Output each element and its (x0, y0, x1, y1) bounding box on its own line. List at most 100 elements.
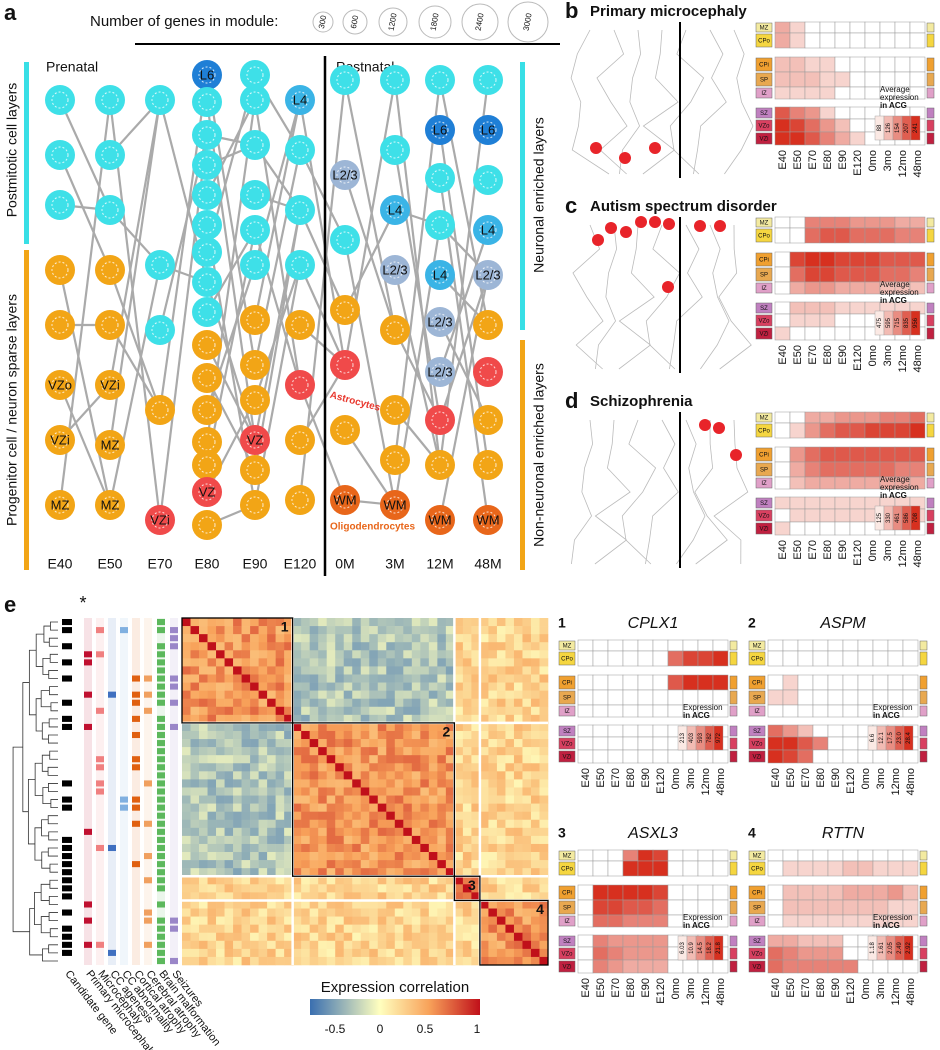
correlation-cell (462, 924, 472, 934)
correlation-cell (258, 948, 268, 958)
correlation-cell (488, 884, 498, 893)
correlation-cell (326, 843, 336, 853)
correlation-cell (394, 658, 404, 667)
correlation-cell (284, 722, 293, 732)
correlation-cell (377, 722, 387, 732)
correlation-cell (377, 819, 387, 829)
module-node (192, 477, 222, 507)
annotation-mark (157, 877, 165, 884)
heat-cell (782, 914, 799, 928)
correlation-cell (326, 674, 336, 683)
correlation-cell (292, 876, 302, 885)
correlation-cell (360, 730, 370, 740)
correlation-cell (530, 876, 540, 885)
correlation-cell (258, 835, 268, 845)
heat-cell (887, 959, 904, 974)
correlation-cell (250, 795, 259, 804)
correlation-cell (513, 666, 523, 675)
heat-cell (774, 21, 791, 34)
correlation-cell (343, 956, 353, 966)
correlation-cell (352, 843, 362, 853)
heat-cell (842, 689, 859, 706)
correlation-cell (420, 819, 430, 829)
module-node-inner (336, 356, 354, 374)
module-node-inner (336, 491, 354, 509)
heat-cell (819, 32, 836, 49)
correlation-cell (369, 634, 379, 643)
module-node-inner (431, 216, 449, 234)
correlation-cell (403, 658, 413, 667)
gene-dot (619, 152, 631, 164)
correlation-cell (462, 706, 472, 716)
correlation-cell (539, 811, 549, 821)
correlation-cell (471, 779, 481, 788)
correlation-cell (335, 771, 345, 780)
row-layer-box (729, 935, 738, 947)
stage-label: 48M (474, 556, 501, 572)
correlation-cell (207, 642, 217, 651)
correlation-cell (284, 940, 293, 950)
correlation-cell (488, 892, 498, 901)
heat-cell (804, 118, 821, 133)
correlation-cell (233, 827, 242, 837)
correlation-cell (513, 771, 523, 780)
correlation-cell (267, 892, 276, 901)
correlation-cell (275, 892, 285, 901)
row-label-box (755, 522, 773, 535)
heat-cell (667, 914, 684, 928)
annotation-mark (120, 796, 128, 803)
correlation-cell (241, 747, 251, 756)
heat-cell (774, 118, 791, 133)
correlation-cell (403, 795, 413, 804)
heat-cell (667, 639, 684, 652)
correlation-cell (258, 730, 268, 740)
trajectory-line (298, 264, 347, 366)
correlation-cell (386, 892, 396, 901)
correlation-cell (488, 876, 498, 885)
correlation-cell (241, 819, 251, 829)
module-node (192, 237, 222, 267)
correlation-cell (309, 852, 319, 861)
correlation-cell (377, 747, 387, 756)
correlation-cell (403, 698, 413, 708)
correlation-cell (284, 860, 293, 869)
correlation-cell (428, 698, 438, 708)
annotation-mark (62, 796, 72, 803)
correlation-cell (233, 666, 242, 675)
column-label: 12mo (890, 978, 902, 1006)
correlation-cell (301, 714, 310, 724)
legend-value: 88 (877, 124, 883, 131)
annotation-mark (157, 683, 165, 690)
stage-label: E50 (98, 556, 123, 572)
correlation-cell (343, 803, 353, 812)
correlation-cell (292, 618, 302, 627)
correlation-cell (360, 666, 370, 675)
correlation-cell (454, 868, 464, 877)
annotation-mark (132, 675, 140, 682)
correlation-cell (216, 884, 225, 893)
correlation-cell (505, 956, 515, 966)
correlation-cell (309, 779, 319, 788)
correlation-cell (462, 714, 472, 724)
heat-cell (652, 674, 669, 691)
correlation-cell (190, 730, 200, 740)
correlation-cell (335, 948, 345, 958)
correlation-cell (420, 843, 430, 853)
column-label: E40 (770, 768, 782, 788)
correlation-cell (462, 843, 472, 853)
correlation-cell (250, 948, 259, 958)
correlation-cell (352, 908, 362, 917)
heat-cell (667, 959, 684, 974)
correlation-cell (267, 618, 276, 627)
correlation-cell (394, 739, 404, 748)
module-node (45, 425, 75, 455)
heat-cell (879, 32, 896, 49)
legend-value: 1.18 (870, 942, 876, 954)
correlation-cell (301, 779, 310, 788)
row-layer-box (729, 705, 738, 717)
correlation-cell (190, 666, 200, 675)
correlation-cell (445, 747, 455, 756)
correlation-cell (411, 714, 421, 724)
correlation-cell (530, 835, 540, 845)
correlation-cell (496, 739, 506, 748)
